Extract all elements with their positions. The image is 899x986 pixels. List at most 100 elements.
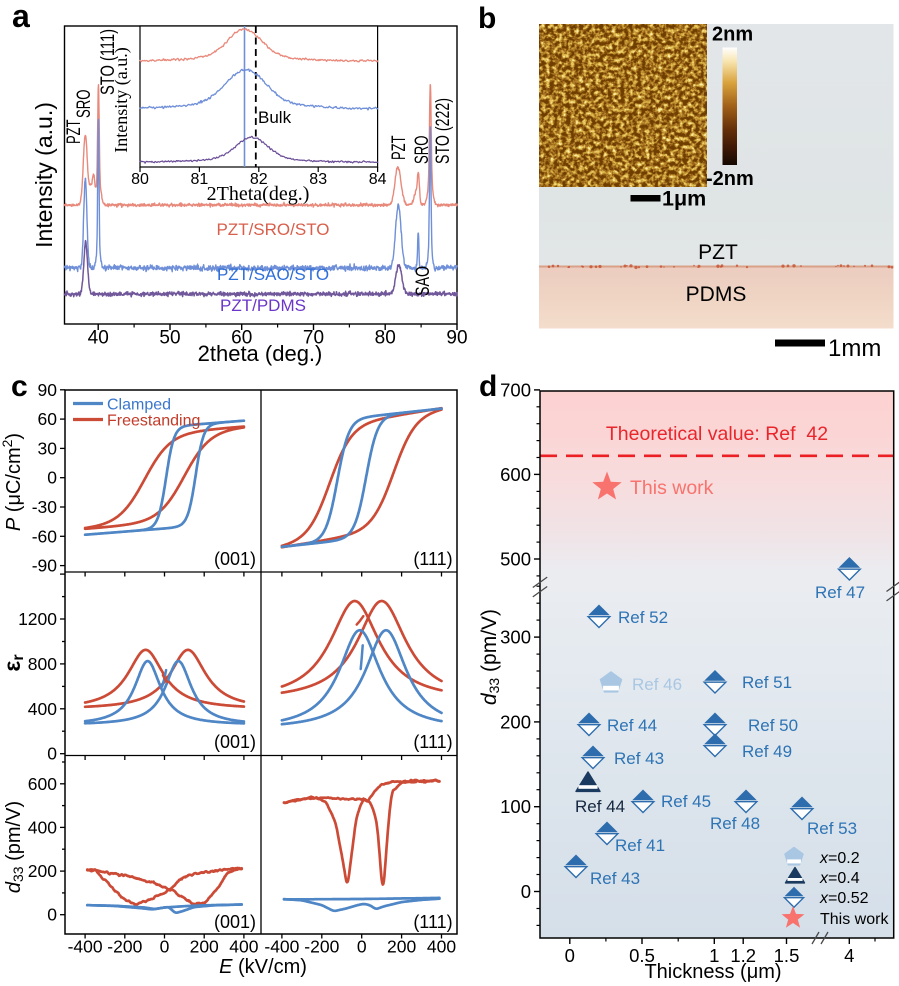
svg-text:Ref 41: Ref 41 [615,836,665,855]
svg-text:81: 81 [191,171,209,188]
svg-text:(111): (111) [413,912,452,932]
svg-text:(111): (111) [413,732,452,752]
svg-text:PDMS: PDMS [686,283,747,306]
svg-text:E (kV/cm): E (kV/cm) [219,956,307,978]
svg-text:1.5: 1.5 [774,945,800,966]
svg-text:a: a [12,0,30,34]
svg-text:0: 0 [47,468,57,488]
svg-text:0: 0 [521,881,531,902]
svg-text:-400: -400 [68,937,103,957]
svg-text:83: 83 [309,171,327,188]
svg-text:d: d [479,370,497,403]
svg-text:Intensity (a.u.): Intensity (a.u.) [31,102,57,248]
svg-text:x=0.2: x=0.2 [819,850,860,867]
svg-text:SRO: SRO [411,136,433,165]
svg-text:0: 0 [160,937,170,957]
svg-text:PZT: PZT [698,241,738,264]
svg-text:Ref 46: Ref 46 [632,675,682,694]
svg-text:70: 70 [303,328,324,349]
svg-text:PZT: PZT [63,119,85,144]
svg-text:90: 90 [38,380,58,400]
svg-text:d33 (pm/V): d33 (pm/V) [3,801,26,893]
svg-text:-200: -200 [304,937,339,957]
svg-text:700: 700 [500,379,531,400]
svg-text:4: 4 [844,945,854,966]
svg-text:Clamped: Clamped [107,397,171,414]
svg-text:0: 0 [47,905,57,925]
svg-text:400: 400 [28,699,57,719]
svg-text:d33 (pm/V): d33 (pm/V) [478,609,502,705]
svg-text:Ref 52: Ref 52 [618,608,668,627]
svg-text:200: 200 [28,861,57,881]
svg-text:Freestanding: Freestanding [107,413,200,430]
svg-text:Ref 43: Ref 43 [590,869,640,888]
svg-text:0: 0 [565,945,575,966]
svg-text:(111): (111) [413,549,452,569]
svg-text:(001): (001) [214,732,256,752]
svg-text:Ref 53: Ref 53 [807,819,857,838]
svg-text:-30: -30 [32,497,58,517]
svg-text:200: 200 [387,937,416,957]
svg-text:PZT/PDMS: PZT/PDMS [220,296,306,315]
svg-text:SRO: SRO [73,90,95,119]
svg-text:c: c [11,370,28,403]
svg-text:P (μC/cm2): P (μC/cm2) [0,433,25,531]
svg-text:-2nm: -2nm [706,168,754,190]
svg-text:Thickness (μm): Thickness (μm) [644,961,781,983]
svg-text:(001): (001) [214,549,256,569]
svg-text:SAO: SAO [412,266,434,296]
svg-text:400: 400 [229,937,258,957]
svg-text:0: 0 [357,937,367,957]
svg-text:1.2: 1.2 [730,945,756,966]
svg-text:Ref 47: Ref 47 [815,583,865,602]
svg-text:-200: -200 [107,937,142,957]
svg-text:80: 80 [131,171,149,188]
svg-text:PZT: PZT [388,135,410,160]
svg-text:84: 84 [369,171,387,188]
svg-text:2nm: 2nm [712,24,753,46]
svg-text:Ref 50: Ref 50 [748,716,798,735]
svg-text:-60: -60 [32,526,58,546]
svg-text:60: 60 [38,409,58,429]
svg-text:1μm: 1μm [662,187,706,211]
svg-text:Ref 48: Ref 48 [710,814,760,833]
svg-text:Ref 44: Ref 44 [607,716,657,735]
svg-text:300: 300 [500,627,531,648]
svg-text:b: b [478,2,496,35]
svg-text:2Theta(deg.): 2Theta(deg.) [207,183,310,205]
svg-text:200: 200 [190,937,219,957]
svg-text:500: 500 [500,549,531,570]
svg-text:400: 400 [427,937,456,957]
svg-text:(001): (001) [214,912,256,932]
svg-text:1: 1 [709,945,719,966]
svg-text:Ref 51: Ref 51 [742,673,792,692]
svg-text:STO (111): STO (111) [97,29,119,95]
svg-text:Ref 43: Ref 43 [614,749,664,768]
svg-text:400: 400 [28,817,57,837]
svg-text:200: 200 [500,711,531,732]
svg-text:90: 90 [446,328,467,349]
svg-text:30: 30 [38,438,58,458]
svg-text:-90: -90 [32,556,58,576]
svg-text:STO (222): STO (222) [432,98,454,164]
svg-text:Intensity (a.u.): Intensity (a.u.) [111,47,132,152]
svg-text:600: 600 [28,774,57,794]
svg-text:600: 600 [500,464,531,485]
svg-text:100: 100 [500,796,531,817]
svg-text:800: 800 [28,654,57,674]
svg-text:This work: This work [630,477,714,499]
svg-text:x=0.52: x=0.52 [819,890,869,907]
svg-text:80: 80 [375,328,396,349]
svg-text:-400: -400 [264,937,299,957]
svg-text:This work: This work [820,911,889,928]
svg-text:PZT/SRO/STO: PZT/SRO/STO [216,220,329,239]
svg-text:x=0.4: x=0.4 [819,870,860,887]
svg-text:2theta (deg.): 2theta (deg.) [198,341,323,366]
svg-text:Ref 49: Ref 49 [742,742,792,761]
svg-text:82: 82 [250,171,268,188]
svg-text:0: 0 [47,744,57,764]
svg-text:εr: εr [0,654,27,671]
svg-text:50: 50 [159,328,180,349]
svg-text:Theoretical value: Ref 42: Theoretical value: Ref 42 [606,423,828,445]
svg-text:1mm: 1mm [828,335,881,362]
